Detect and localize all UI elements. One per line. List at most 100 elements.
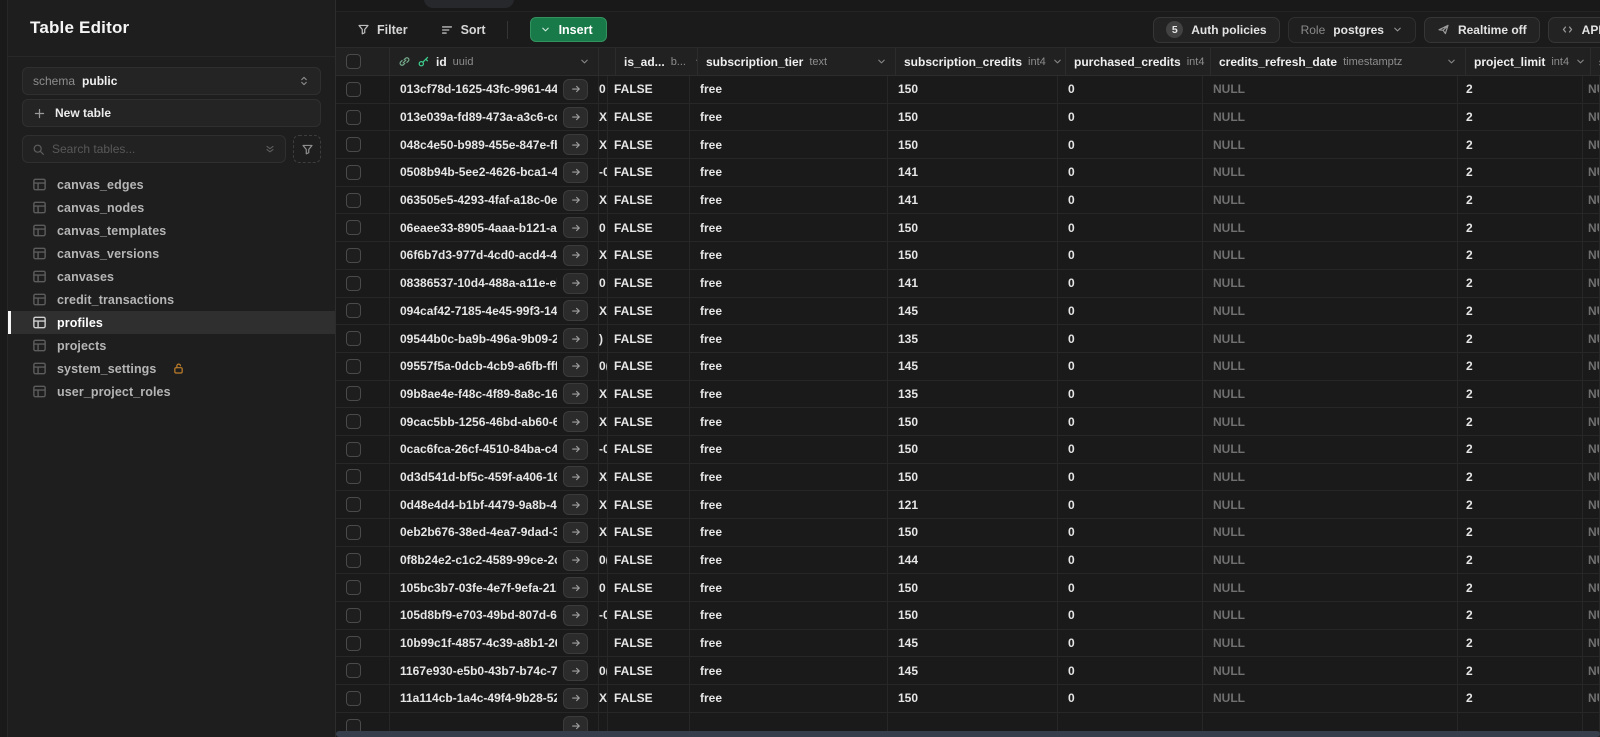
- cell-id[interactable]: 0cac6fca-26cf-4510-84ba-c4580...: [390, 435, 599, 463]
- cell-id[interactable]: 0508b94b-5ee2-4626-bca1-4bca...: [390, 159, 599, 186]
- cell-su[interactable]: NULL: [1583, 380, 1600, 408]
- cell-refresh[interactable]: NULL: [1203, 408, 1458, 435]
- cell-purchased[interactable]: 0: [1058, 242, 1203, 269]
- expand-row-button[interactable]: [563, 660, 588, 682]
- expand-row-button[interactable]: [563, 217, 588, 239]
- cell-refresh[interactable]: NULL: [1203, 574, 1458, 602]
- table-row[interactable]: 0d48e4d4-b1bf-4479-9a8b-4a4b... X FALSE fre…: [336, 491, 1600, 519]
- cell-sub_credits[interactable]: 145: [888, 297, 1058, 325]
- cell-id[interactable]: 048c4e50-b989-455e-847e-fb2f...: [390, 131, 599, 159]
- table-row[interactable]: 013cf78d-1625-43fc-9961-442189... 0 FALSE f…: [336, 76, 1600, 104]
- cell-limit[interactable]: 2: [1458, 574, 1583, 602]
- cell-sub_credits[interactable]: 135: [888, 325, 1058, 352]
- table-row[interactable]: 09b8ae4e-f48c-4f89-8a8c-1629b... X FALSE fr…: [336, 380, 1600, 409]
- cell-refresh[interactable]: NULL: [1203, 685, 1458, 712]
- chevron-down-icon[interactable]: [876, 56, 887, 67]
- cell-tier[interactable]: free: [690, 408, 888, 435]
- cell-refresh[interactable]: NULL: [1203, 657, 1458, 685]
- cell-tier[interactable]: free: [690, 325, 888, 352]
- cell-is_admin[interactable]: FALSE: [608, 546, 690, 574]
- cell-purchased[interactable]: 0: [1058, 269, 1203, 297]
- cell-is_admin[interactable]: FALSE: [608, 159, 690, 186]
- cell-is_admin[interactable]: FALSE: [608, 325, 690, 352]
- cell-tier[interactable]: free: [690, 435, 888, 463]
- cell-purchased[interactable]: 0: [1058, 297, 1203, 325]
- cell-refresh[interactable]: NULL: [1203, 519, 1458, 546]
- cell-purchased[interactable]: 0: [1058, 685, 1203, 712]
- cell-refresh[interactable]: NULL: [1203, 491, 1458, 518]
- cell-purchased[interactable]: 0: [1058, 186, 1203, 214]
- cell-tier[interactable]: free: [690, 131, 888, 159]
- cell-tier[interactable]: free: [690, 629, 888, 657]
- sort-button[interactable]: Sort: [431, 17, 495, 43]
- cell-is_admin[interactable]: FALSE: [608, 76, 690, 103]
- cell-purchased[interactable]: 0: [1058, 159, 1203, 186]
- cell-su[interactable]: NULL: [1583, 131, 1600, 159]
- expand-row-button[interactable]: [563, 411, 588, 433]
- cell-sub_credits[interactable]: 150: [888, 214, 1058, 242]
- sidebar-item-canvas_templates[interactable]: canvas_templates: [8, 219, 335, 242]
- cell-limit[interactable]: 2: [1458, 380, 1583, 408]
- row-checkbox[interactable]: [346, 192, 361, 208]
- table-row[interactable]: 1167e930-e5b0-43b7-b74c-788c9... 0(FALSE f…: [336, 657, 1600, 686]
- cell-refresh[interactable]: NULL: [1203, 186, 1458, 214]
- cell-su[interactable]: NULL: [1583, 546, 1600, 574]
- table-row[interactable]: 048c4e50-b989-455e-847e-fb2f... X FALSE fre…: [336, 131, 1600, 160]
- row-checkbox[interactable]: [346, 358, 361, 374]
- cell-id[interactable]: 105bc3b7-03fe-4e7f-9efa-21bb40...: [390, 574, 599, 602]
- expand-row-button[interactable]: [563, 438, 588, 460]
- cell-limit[interactable]: 2: [1458, 491, 1583, 518]
- cell-limit[interactable]: 2: [1458, 629, 1583, 657]
- expand-row-button[interactable]: [563, 161, 588, 183]
- cell-sub_credits[interactable]: 145: [888, 352, 1058, 380]
- row-checkbox[interactable]: [346, 81, 361, 97]
- column-header-project_limit[interactable]: project_limit int4: [1466, 48, 1591, 75]
- cell-tier[interactable]: free: [690, 602, 888, 629]
- cell-id[interactable]: 06f6b7d3-977d-4cd0-acd4-4a78...: [390, 242, 599, 269]
- expand-row-button[interactable]: [563, 272, 588, 294]
- cell-is_admin[interactable]: [608, 712, 690, 737]
- cell-id[interactable]: 09544b0c-ba9b-496a-9b09-244...: [390, 325, 599, 352]
- row-checkbox[interactable]: [346, 109, 361, 125]
- chevron-down-icon[interactable]: [579, 56, 590, 67]
- cell-id[interactable]: 063505e5-4293-4faf-a18c-0e65b...: [390, 186, 599, 214]
- cell-su[interactable]: NULL: [1583, 491, 1600, 518]
- cell-is_admin[interactable]: FALSE: [608, 519, 690, 546]
- cell-purchased[interactable]: 0: [1058, 629, 1203, 657]
- row-checkbox[interactable]: [346, 137, 361, 153]
- column-header-subscription_tier[interactable]: subscription_tier text: [698, 48, 896, 75]
- cell-su[interactable]: NULL: [1583, 574, 1600, 602]
- table-row[interactable]: 0508b94b-5ee2-4626-bca1-4bca... -0 FALSE fr…: [336, 159, 1600, 187]
- row-checkbox[interactable]: [346, 303, 361, 319]
- cell-id[interactable]: 10b99c1f-4857-4c39-a8b1-263b8...: [390, 629, 599, 657]
- cell-tier[interactable]: free: [690, 380, 888, 408]
- cell-purchased[interactable]: 0: [1058, 103, 1203, 131]
- cell-tier[interactable]: free: [690, 269, 888, 297]
- cell-purchased[interactable]: 0: [1058, 435, 1203, 463]
- cell-purchased[interactable]: 0: [1058, 491, 1203, 518]
- cell-su[interactable]: NULL: [1583, 242, 1600, 269]
- column-header-subscription_credits[interactable]: subscription_credits int4: [896, 48, 1066, 75]
- cell-su[interactable]: NULL: [1583, 629, 1600, 657]
- cell-limit[interactable]: 2: [1458, 103, 1583, 131]
- expand-row-button[interactable]: [563, 687, 588, 709]
- cell-tier[interactable]: free: [690, 186, 888, 214]
- cell-purchased[interactable]: 0: [1058, 602, 1203, 629]
- cell-su[interactable]: NULL: [1583, 297, 1600, 325]
- table-row[interactable]: 08386537-10d4-488a-a11e-eb5a6... 0 FALSE fr…: [336, 269, 1600, 298]
- expand-row-button[interactable]: [563, 604, 588, 626]
- cell-su[interactable]: NULL: [1583, 186, 1600, 214]
- cell-su[interactable]: NULL: [1583, 76, 1600, 103]
- table-row[interactable]: 013e039a-fd89-473a-a3c6-ccfa9... X FALSE fr…: [336, 103, 1600, 132]
- cell-refresh[interactable]: NULL: [1203, 242, 1458, 269]
- cell-refresh[interactable]: [1203, 712, 1458, 737]
- expand-row-button[interactable]: [563, 383, 588, 405]
- cell-sub_credits[interactable]: 150: [888, 242, 1058, 269]
- cell-tier[interactable]: free: [690, 574, 888, 602]
- cell-is_admin[interactable]: FALSE: [608, 435, 690, 463]
- row-checkbox[interactable]: [346, 580, 361, 596]
- cell-id[interactable]: 0f8b24e2-c1c2-4589-99ce-2c52d...: [390, 546, 599, 574]
- cell-purchased[interactable]: 0: [1058, 657, 1203, 685]
- cell-id[interactable]: 013cf78d-1625-43fc-9961-442189...: [390, 76, 599, 103]
- cell-tier[interactable]: free: [690, 463, 888, 491]
